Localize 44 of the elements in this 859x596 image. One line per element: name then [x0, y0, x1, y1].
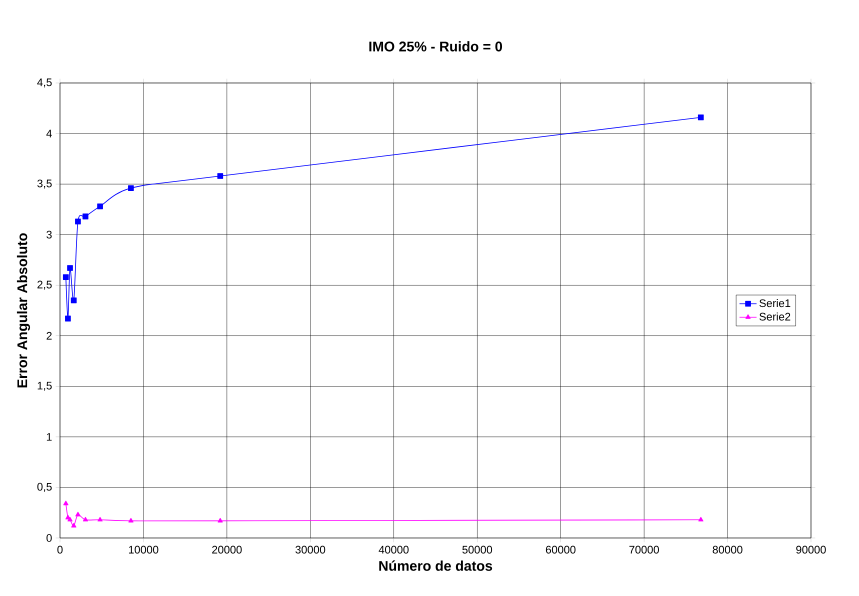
point: [62, 274, 69, 280]
y-tick-label: 1,5: [38, 382, 52, 391]
point: [698, 114, 704, 120]
chart-title: IMO 25% - Ruido = 0: [369, 41, 502, 52]
point: [128, 518, 134, 522]
x-tick-label: 70000: [629, 546, 659, 554]
y-tick-label: 4,5: [37, 78, 52, 88]
point: [75, 512, 81, 516]
point: [75, 218, 81, 224]
x-tick-label: 30000: [295, 546, 326, 554]
x-tick-label: 20000: [212, 546, 242, 554]
point: [698, 516, 704, 522]
point: [65, 316, 71, 322]
y-tick-label: 4: [46, 130, 52, 138]
y-tick-label: 0: [46, 534, 52, 542]
y-tick-label: 0,5: [37, 482, 52, 492]
x-tick-label: 90000: [796, 546, 826, 554]
x-tick-label: 0: [57, 546, 63, 554]
y-axis-title: Error Angular Absoluto: [16, 233, 30, 388]
point: [218, 518, 223, 522]
y-tick-label: 2,5: [37, 280, 52, 290]
x-tick-label: 60000: [546, 546, 576, 554]
point: [67, 265, 73, 271]
point: [71, 522, 76, 528]
x-axis-title: Número de datos: [379, 560, 492, 571]
y-tick-label: 3,5: [37, 180, 52, 189]
point: [97, 203, 103, 210]
x-tick-label: 50000: [462, 546, 492, 554]
y-tick-label: 1: [46, 433, 52, 441]
point: [67, 516, 73, 522]
legend-label: Serie1: [759, 299, 790, 308]
x-tick-label: 40000: [378, 546, 409, 554]
point: [82, 214, 88, 220]
point: [128, 185, 134, 192]
point: [63, 500, 68, 506]
point: [217, 173, 224, 179]
point: [97, 516, 103, 522]
y-tick-label: 3: [46, 230, 52, 239]
x-tick-label: 10000: [128, 546, 158, 554]
legend-label: Serie2: [759, 312, 790, 321]
point: [82, 516, 88, 522]
y-tick-label: 2: [46, 332, 52, 340]
point: [70, 297, 77, 304]
x-tick-label: 80000: [712, 546, 742, 554]
